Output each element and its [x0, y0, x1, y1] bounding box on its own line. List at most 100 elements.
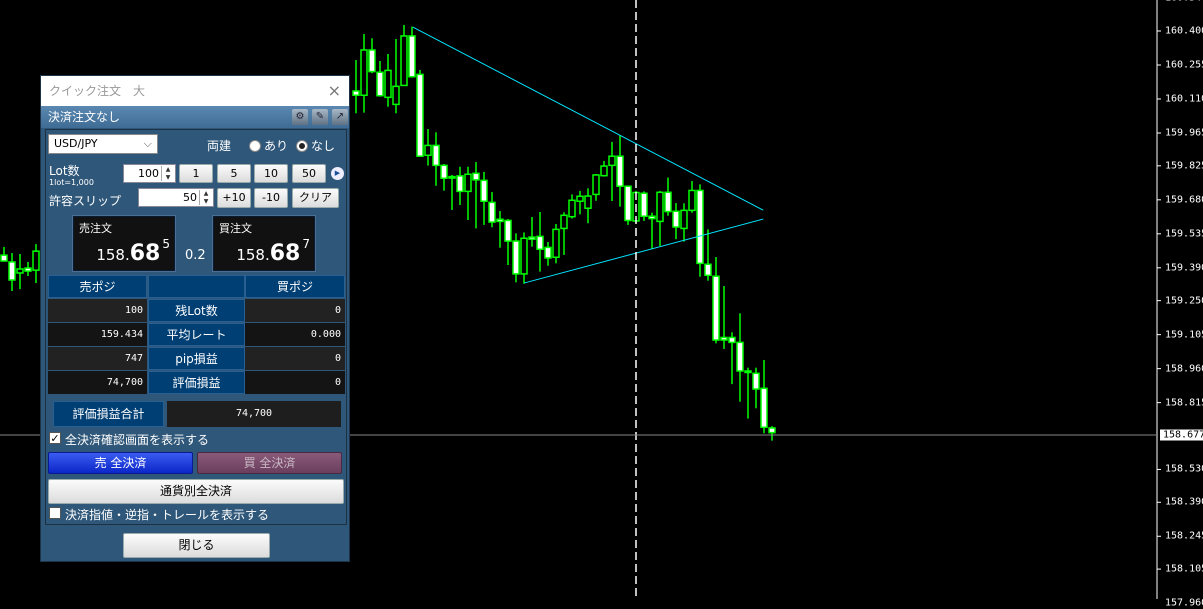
candle-body: [696, 189, 704, 265]
slip-value: 50: [183, 191, 197, 204]
slip-plus10-button[interactable]: +10: [217, 188, 251, 208]
pin-icon[interactable]: ↗: [332, 109, 348, 125]
axis-tick-label: 160.400: [1165, 25, 1203, 37]
radio-icon: [249, 140, 261, 152]
table-header-blank: [148, 275, 245, 298]
price-prefix: 158.: [236, 246, 270, 264]
price-pip: 5: [162, 237, 170, 251]
close-icon[interactable]: ×: [327, 81, 341, 100]
candle-body: [512, 240, 520, 275]
buy-order-button[interactable]: 買注文 158.68 7: [212, 215, 316, 272]
slip-clear-button[interactable]: クリア: [292, 188, 339, 208]
close-all-by-currency-button[interactable]: 通貨別全決済: [48, 479, 344, 504]
slip-input[interactable]: 50 ▲ ▼: [138, 188, 214, 207]
sell-price: 158.68 5: [96, 237, 170, 266]
buy-position-value: 0: [245, 371, 345, 394]
candle-body: [352, 90, 360, 96]
slip-minus10-button[interactable]: -10: [254, 188, 288, 208]
total-pl-value: 74,700: [167, 401, 341, 427]
sell-close-all-button[interactable]: 売 全決済: [48, 452, 193, 474]
candle-body: [448, 175, 456, 179]
axis-tick-label: 158.105: [1165, 563, 1203, 575]
lot-label: Lot数: [49, 164, 80, 178]
candle-body: [640, 192, 648, 217]
symbol-select[interactable]: USD/JPY ⌵: [48, 134, 158, 154]
lot-value: 100: [138, 167, 159, 180]
candle-body: [624, 185, 632, 222]
axis-tick-label: 158.960: [1165, 363, 1203, 375]
symbol-value: USD/JPY: [54, 137, 98, 150]
lot-spinner[interactable]: ▲ ▼: [161, 166, 174, 181]
candle-body: [16, 268, 24, 274]
candle-body: [672, 210, 680, 228]
total-pl-label: 評価損益合計: [53, 401, 164, 427]
hedge-yes-radio[interactable]: あり: [249, 137, 288, 154]
candle-body: [376, 71, 384, 97]
lot-button-10[interactable]: 10: [254, 164, 288, 183]
lot-input[interactable]: 100 ▲ ▼: [123, 164, 176, 183]
candle-body: [360, 49, 368, 96]
sell-position-header: 売ポジ: [48, 275, 147, 298]
candle-body: [0, 254, 8, 262]
color-palette-icon[interactable]: ✎: [312, 109, 328, 125]
lot-button-5[interactable]: 5: [217, 164, 251, 183]
hedge-yes-label: あり: [264, 139, 289, 153]
hedge-no-radio[interactable]: なし: [296, 137, 335, 154]
axis-tick-label: 159.250: [1165, 295, 1203, 307]
candle-body: [536, 235, 544, 251]
axis-tick-label: 159.965: [1165, 127, 1203, 139]
gear-icon[interactable]: ⚙: [292, 109, 308, 125]
buy-position-value: 0.000: [245, 323, 345, 346]
candle-body: [720, 336, 728, 341]
status-text: 決済注文なし: [48, 110, 121, 124]
candle-body: [408, 35, 416, 78]
slip-spinner[interactable]: ▲ ▼: [199, 190, 212, 205]
trendline: [412, 26, 764, 211]
price-big: 68: [269, 241, 301, 266]
show-orders-label: 決済指値・逆指・トレールを表示する: [65, 508, 270, 522]
candle-body: [584, 195, 592, 210]
lot-button-50[interactable]: 50: [292, 164, 326, 183]
lot-button-1[interactable]: 1: [179, 164, 213, 183]
axis-tick-label: 159.825: [1165, 160, 1203, 172]
hedge-label: 両建: [207, 139, 232, 153]
candle-body: [544, 246, 552, 259]
axis-tick-label: 160.255: [1165, 59, 1203, 71]
candle-body: [24, 267, 32, 272]
candle-body: [456, 175, 464, 193]
axis-tick-label: 158.815: [1165, 397, 1203, 409]
buy-order-label: 買注文: [219, 222, 252, 235]
axis-tick-label: 160.540: [1165, 0, 1203, 4]
candle-body: [480, 179, 488, 202]
candle-body: [568, 199, 576, 218]
candle-body: [760, 387, 768, 428]
candle-body: [400, 35, 408, 87]
confirm-checkbox[interactable]: ✓: [49, 432, 61, 445]
candle-body: [528, 236, 536, 240]
candle-body: [552, 228, 560, 259]
axis-tick-label: 158.245: [1165, 530, 1203, 542]
sell-order-button[interactable]: 売注文 158.68 5: [72, 215, 176, 272]
buy-position-header: 買ポジ: [245, 275, 345, 298]
slip-label: 許容スリップ: [49, 194, 122, 208]
candle-body: [472, 172, 480, 181]
close-window-button[interactable]: 閉じる: [123, 533, 270, 558]
axis-tick-label: 160.110: [1165, 93, 1203, 105]
candle-body: [368, 49, 376, 73]
radio-selected-icon: [296, 140, 308, 152]
candle-body: [392, 85, 400, 106]
window-title: クイック注文 大: [41, 76, 349, 106]
spread: 0.2: [185, 248, 206, 263]
buy-close-all-button[interactable]: 買 全決済: [197, 452, 342, 474]
sell-position-value: 74,700: [48, 371, 147, 394]
axis-tick-label: 159.105: [1165, 329, 1203, 341]
confirm-label: 全決済確認画面を表示する: [65, 433, 210, 447]
candle-body: [464, 173, 472, 193]
candle-body: [32, 250, 40, 271]
hedge-no-label: なし: [311, 139, 336, 153]
play-icon[interactable]: ▶: [331, 167, 344, 180]
show-orders-checkbox[interactable]: [49, 507, 61, 519]
candle-body: [728, 336, 736, 344]
sell-position-value: 747: [48, 347, 147, 370]
